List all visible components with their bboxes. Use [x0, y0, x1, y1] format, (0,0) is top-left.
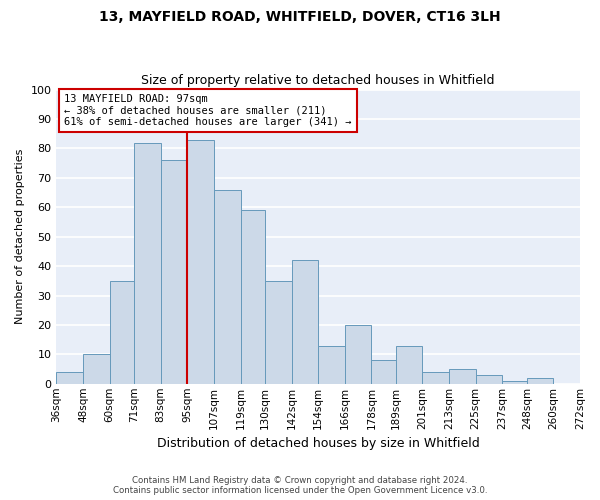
Y-axis label: Number of detached properties: Number of detached properties [15, 149, 25, 324]
Bar [422, 372, 449, 384]
Text: 13 MAYFIELD ROAD: 97sqm
← 38% of detached houses are smaller (211)
61% of semi-d: 13 MAYFIELD ROAD: 97sqm ← 38% of detache… [64, 94, 352, 127]
Bar [292, 260, 318, 384]
Bar [241, 210, 265, 384]
Bar [265, 281, 292, 384]
Text: 13, MAYFIELD ROAD, WHITFIELD, DOVER, CT16 3LH: 13, MAYFIELD ROAD, WHITFIELD, DOVER, CT1… [99, 10, 501, 24]
Bar [371, 360, 396, 384]
Bar [502, 381, 527, 384]
Text: Contains HM Land Registry data © Crown copyright and database right 2024.
Contai: Contains HM Land Registry data © Crown c… [113, 476, 487, 495]
Bar [449, 369, 476, 384]
Bar [161, 160, 187, 384]
Bar [110, 281, 134, 384]
Bar [527, 378, 553, 384]
Bar [318, 346, 345, 384]
Bar [345, 325, 371, 384]
X-axis label: Distribution of detached houses by size in Whitfield: Distribution of detached houses by size … [157, 437, 479, 450]
Bar [187, 140, 214, 384]
Bar [396, 346, 422, 384]
Bar [476, 375, 502, 384]
Bar [134, 142, 161, 384]
Title: Size of property relative to detached houses in Whitfield: Size of property relative to detached ho… [142, 74, 495, 87]
Bar [56, 372, 83, 384]
Bar [214, 190, 241, 384]
Bar [83, 354, 110, 384]
